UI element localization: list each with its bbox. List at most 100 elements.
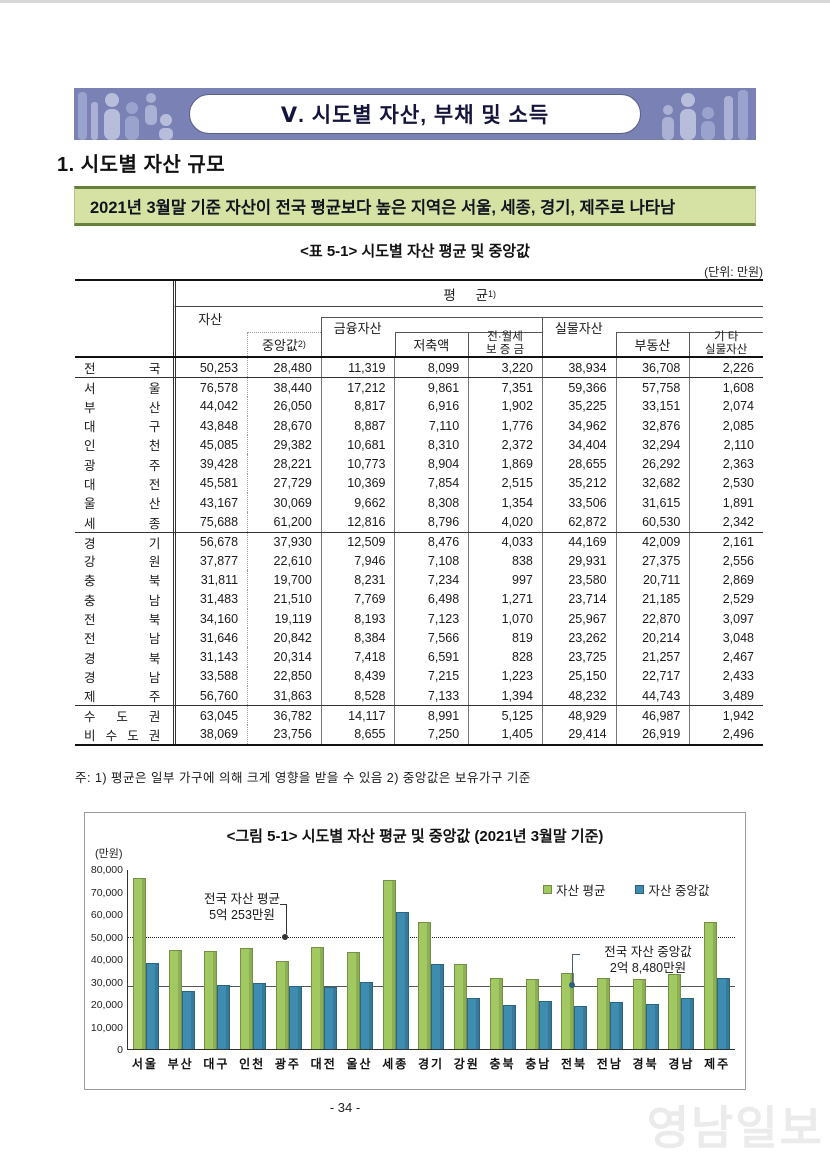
table-unit-label: (단위: 만원): [704, 265, 763, 279]
value-cell: 7,418: [320, 647, 395, 667]
table-row: 인 천 45,085 29,382 10,681 8,310 2,372 34,404 32,2…: [75, 435, 763, 455]
annotation-national-average: 전국 자산 평균 5억 253만원: [204, 892, 280, 923]
value-cell: 2,342: [689, 512, 763, 532]
chapter-title-pill: Ⅴ. 시도별 자산, 부채 및 소득: [189, 94, 641, 134]
value-cell: 37,877: [173, 550, 247, 571]
bar-average: [311, 947, 325, 1049]
header-line: [689, 332, 691, 356]
table-header-columns: 자산 중앙값 2) 금융자산 저축액 전·월세 보 증 금 실물자산 부동산 기 …: [75, 307, 763, 356]
value-cell: 23,580: [541, 570, 616, 590]
x-tick-label: 경북: [632, 1057, 659, 1071]
value-cell: 1,394: [468, 686, 542, 706]
value-cell: 29,414: [541, 724, 616, 744]
value-cell: 1,608: [689, 378, 763, 398]
value-cell: 6,591: [394, 647, 468, 667]
bar-group: [271, 870, 307, 1049]
value-cell: 5,125: [468, 706, 542, 726]
bar-median: [181, 990, 195, 1049]
header-line-dotted: [247, 332, 321, 334]
bar-group: [556, 870, 592, 1049]
value-cell: 1,869: [468, 454, 542, 474]
value-cell: 33,151: [615, 396, 690, 416]
x-tick-label: 충남: [525, 1057, 552, 1071]
reference-line-dotted: [128, 936, 735, 938]
value-cell: 12,816: [320, 512, 395, 532]
bar-median: [609, 1002, 623, 1049]
legend-swatch: [635, 885, 645, 894]
value-cell: 28,670: [247, 415, 321, 436]
value-cell: 20,711: [615, 570, 690, 590]
value-cell: 43,848: [173, 415, 247, 436]
annotation-connector: [572, 954, 580, 984]
table-title: <표 5-1> 시도별 자산 평균 및 중앙값: [300, 243, 530, 260]
bar-average: [275, 960, 289, 1049]
value-cell: 34,962: [541, 415, 616, 436]
section-heading: 1. 시도별 자산 규모: [57, 154, 226, 176]
value-cell: 39,428: [173, 454, 247, 474]
value-cell: 8,991: [394, 706, 468, 726]
value-cell: 34,160: [173, 608, 247, 629]
table-row: 충 남 31,483 21,510 7,769 6,498 1,271 23,714 21,18…: [75, 589, 763, 609]
legend-item-average: 자산 평균: [543, 880, 605, 899]
bar-median: [217, 984, 231, 1049]
value-cell: 31,615: [615, 493, 690, 513]
value-cell: 19,700: [247, 570, 321, 590]
value-cell: 21,257: [615, 647, 690, 667]
header-line: [541, 316, 543, 356]
legend-swatch: [543, 885, 552, 894]
value-cell: 36,708: [615, 358, 690, 378]
value-cell: 9,861: [394, 378, 468, 398]
value-cell: 56,760: [173, 686, 247, 706]
y-axis-unit: (만원): [95, 848, 123, 860]
value-cell: 2,556: [689, 550, 763, 571]
chapter-banner: Ⅴ. 시도별 자산, 부채 및 소득: [74, 88, 756, 140]
value-cell: 997: [468, 570, 542, 590]
value-cell: 9,662: [320, 493, 395, 513]
table-row: 광 주 39,428 28,221 10,773 8,904 1,869 28,655 26,2…: [75, 454, 763, 474]
x-tick-label: 전남: [596, 1057, 623, 1071]
value-cell: 34,404: [541, 435, 616, 455]
bar-average: [239, 948, 253, 1049]
value-cell: 21,510: [247, 589, 321, 609]
value-cell: 35,212: [541, 473, 616, 494]
bar-group: [521, 870, 557, 1049]
value-cell: 20,214: [615, 628, 690, 648]
bar-median: [502, 1004, 516, 1049]
value-cell: 56,678: [173, 532, 247, 552]
value-cell: 32,682: [615, 473, 690, 494]
value-cell: 25,967: [541, 608, 616, 629]
value-cell: 14,117: [320, 706, 395, 726]
x-tick-label: 부산: [167, 1057, 194, 1071]
value-cell: 7,215: [394, 666, 468, 687]
value-cell: 44,169: [541, 532, 616, 552]
bar-average: [204, 950, 218, 1049]
bar-group: [235, 870, 271, 1049]
value-cell: 8,231: [320, 570, 395, 590]
value-cell: 29,382: [247, 435, 321, 455]
table-row: 충 북 31,811 19,700 8,231 7,234 997 23,580 20,711 2…: [75, 570, 763, 590]
value-cell: 38,934: [541, 358, 616, 378]
value-cell: 2,496: [689, 724, 763, 744]
value-cell: 1,942: [689, 706, 763, 726]
value-cell: 7,133: [394, 686, 468, 706]
value-cell: 26,050: [247, 396, 321, 416]
value-cell: 45,085: [173, 435, 247, 455]
value-cell: 21,185: [615, 589, 690, 609]
annotation-dot: [282, 934, 288, 940]
value-cell: 27,729: [247, 473, 321, 494]
value-cell: 75,688: [173, 512, 247, 532]
people-silhouette-decoration-right: [662, 90, 748, 140]
bar-median: [681, 997, 695, 1049]
bar-median: [574, 1006, 588, 1049]
value-cell: 31,483: [173, 589, 247, 609]
value-cell: 3,220: [468, 358, 542, 378]
value-cell: 8,193: [320, 608, 395, 629]
table-row: 비 수 도 권 38,069 23,756 8,655 7,250 1,405 29,414 26,…: [75, 724, 763, 744]
value-cell: 32,876: [615, 415, 690, 436]
value-cell: 1,902: [468, 396, 542, 416]
